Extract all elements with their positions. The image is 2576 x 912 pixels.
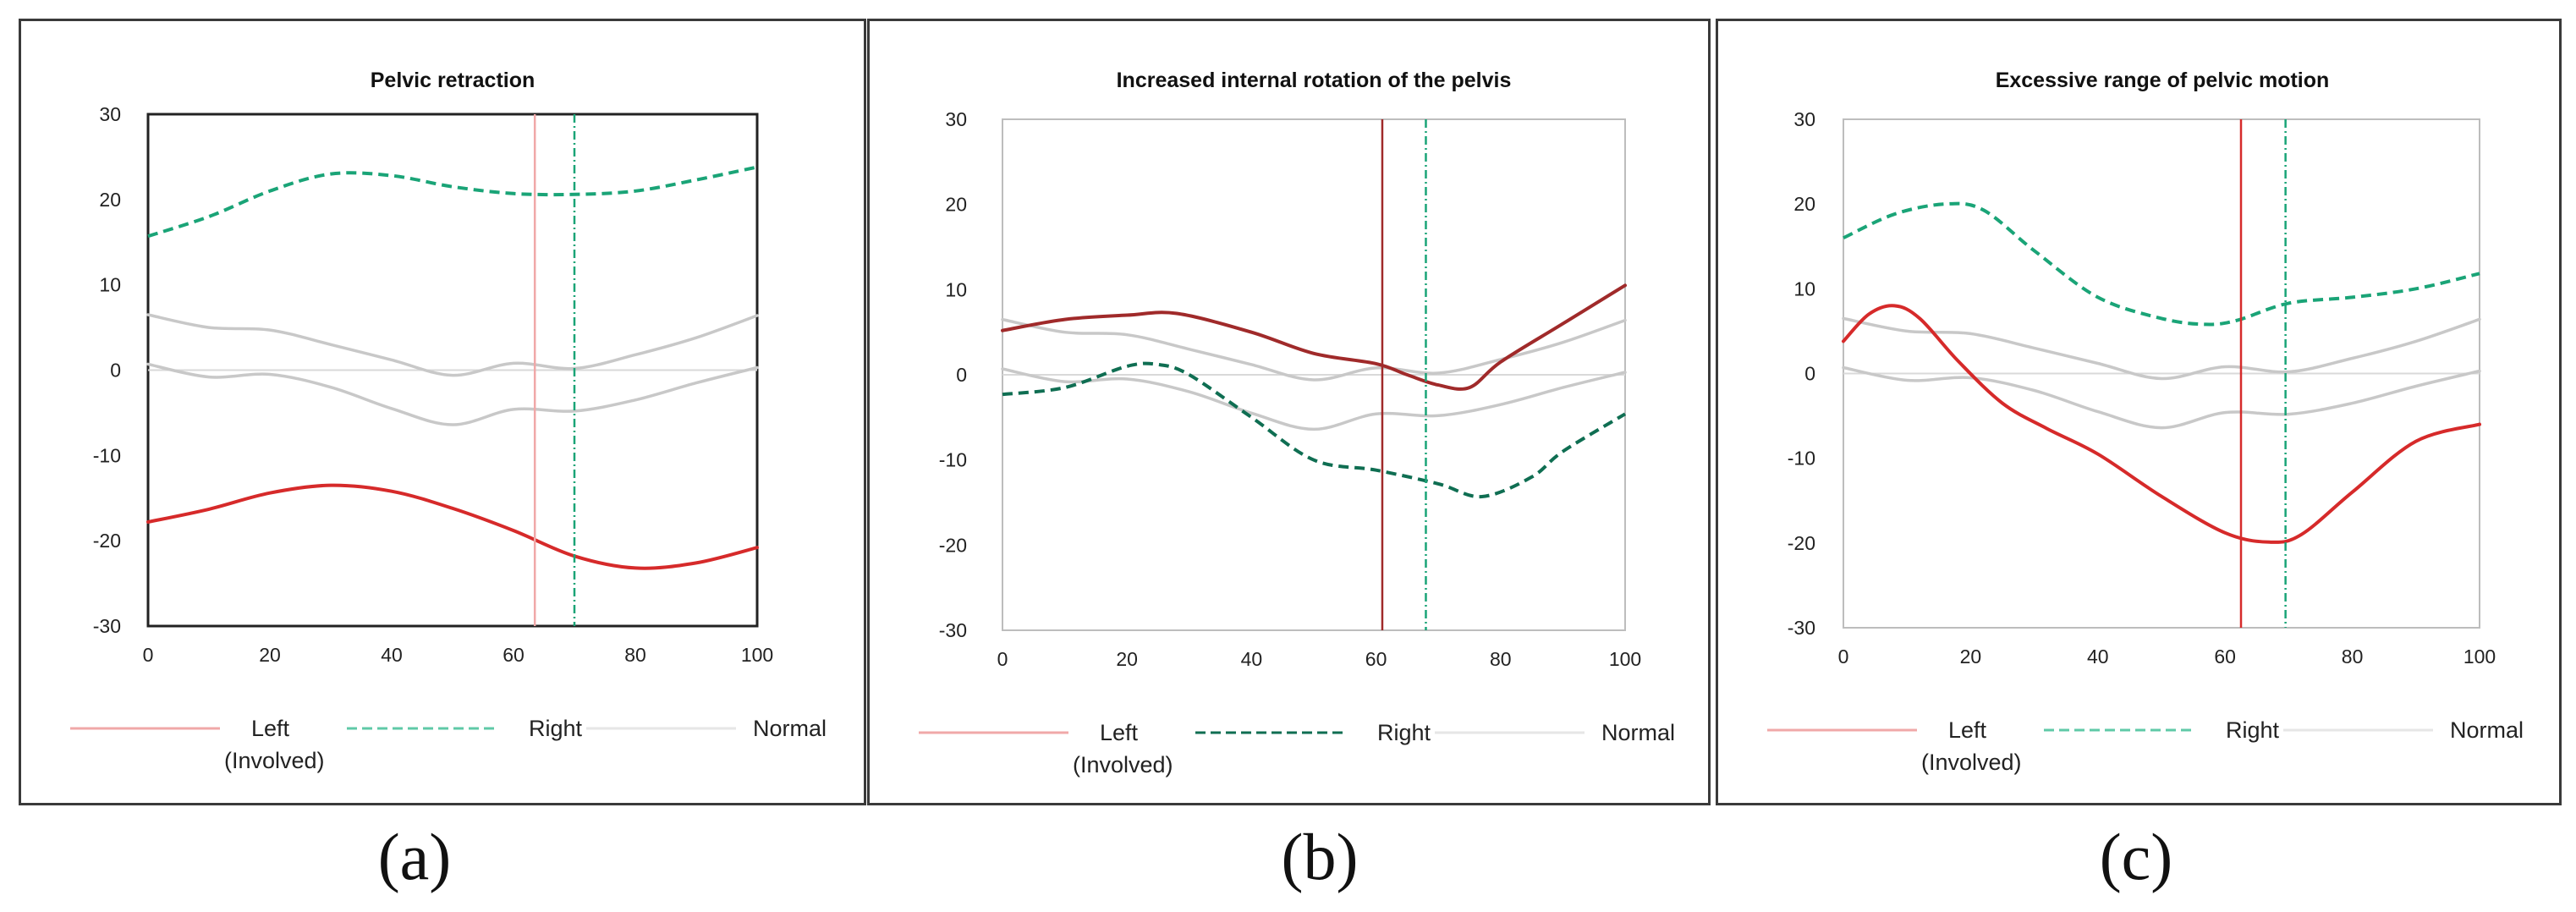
x-tick-label: 20 [259,644,281,666]
series-line-left-involved-b [1001,283,1627,391]
y-tick-label: -30 [93,615,121,637]
x-tick-label: 100 [741,644,773,666]
y-tick-label: 0 [110,360,121,382]
series-line-left-involved-a [146,483,759,570]
x-tick-label: 60 [2214,646,2236,668]
legend-normal-label: Normal [753,716,827,741]
x-tick-label: 100 [1609,648,1641,670]
chart-panel-a: Pelvic retraction 30 20 10 0 -10 -20 -30 0 20 40 60… [19,19,866,805]
x-tick-label: 60 [1365,648,1387,670]
y-tick-label: 20 [945,194,967,216]
y-tick-label: -20 [1788,532,1815,554]
legend-involved-label: (Involved) [1073,752,1173,777]
legend-c: Left (Involved) Right Normal [1767,717,2524,775]
y-tick-label: -10 [93,444,121,466]
y-tick-label: 0 [956,364,967,386]
x-tick-label: 60 [503,644,525,666]
series-line-right-a [147,165,758,239]
legend-involved-label: (Involved) [1921,750,2022,775]
chart-b: Increased internal rotation of the pelvi… [919,69,1675,777]
x-tick-label: 40 [2087,646,2109,668]
chart-panel-b: Increased internal rotation of the pelvi… [867,19,1711,805]
x-tick-label: 80 [624,644,646,666]
y-tick-label: 30 [99,103,121,125]
x-tick-label: 0 [997,648,1008,670]
caption-b: (b) [1281,820,1359,893]
legend-b: Left (Involved) Right Normal [919,720,1675,777]
x-tick-label: 40 [1241,648,1263,670]
chart-title-c: Excessive range of pelvic motion [1996,69,2330,92]
series-line-normal-upper-c [1842,316,2481,381]
series-line-normal-upper-b [1001,317,1627,382]
y-tick-label: 10 [945,278,967,300]
series-line-normal-lower-b [1001,367,1627,431]
x-tick-label: 0 [143,644,154,666]
legend-left-label: Left [251,716,290,741]
y-tick-label: -10 [1788,448,1815,470]
y-tick-label: 30 [945,108,967,130]
legend-normal-label: Normal [2450,717,2524,743]
legend-left-label: Left [1948,717,1987,743]
y-tick-label: -20 [939,534,967,556]
y-tick-label: 10 [1793,277,1815,299]
chart-title-b: Increased internal rotation of the pelvi… [1117,69,1512,92]
x-tick-label: 80 [2342,646,2364,668]
series-line-normal-lower-a [146,362,759,426]
legend-left-label: Left [1100,720,1139,745]
y-tick-label: -20 [93,530,121,552]
x-tick-label: 100 [2463,646,2496,668]
legend-right-label: Right [2226,717,2280,743]
y-tick-label: 30 [1793,108,1815,130]
y-tick-label: -10 [939,449,967,471]
y-tick-label: 10 [99,274,121,296]
series-line-normal-lower-c [1842,365,2481,430]
y-tick-label: -30 [1788,617,1815,639]
chart-panel-c: Excessive range of pelvic motion 30 20 10 0-… [1716,19,2562,805]
series-line-right-c [1843,201,2480,327]
chart-c: Excessive range of pelvic motion3020100-… [1767,69,2524,775]
x-tick-label: 80 [1490,648,1512,670]
caption-c: (c) [2099,820,2173,893]
chart-title-a: Pelvic retraction [371,69,536,92]
legend-involved-label: (Involved) [224,748,325,773]
x-tick-label: 20 [1116,648,1138,670]
y-tick-label: 20 [99,189,121,211]
y-tick-label: 20 [1793,193,1815,215]
y-tick-label: 0 [1804,363,1815,385]
x-tick-label: 40 [381,644,403,666]
legend-normal-label: Normal [1601,720,1675,745]
x-tick-label: 20 [1960,646,1982,668]
series-line-right-b [1002,361,1627,499]
x-tick-label: 0 [1838,646,1849,668]
series-line-left-involved-c [1842,304,2481,544]
y-tick-label: -30 [939,619,967,641]
legend-right-label: Right [529,716,583,741]
caption-a: (a) [377,820,452,893]
series-line-normal-upper-a [146,313,759,377]
legend-a: Left (Involved) Right Normal [70,716,827,773]
legend-right-label: Right [1377,720,1431,745]
